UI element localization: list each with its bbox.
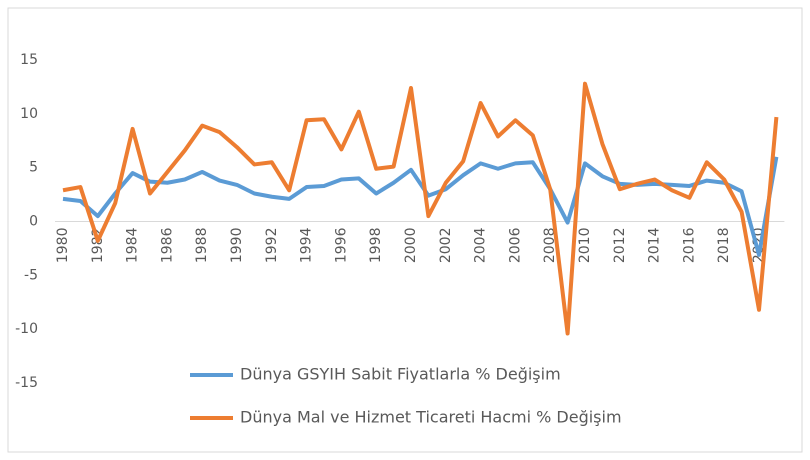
- legend-label: Dünya Mal ve Hizmet Ticareti Hacmi % Değ…: [240, 408, 622, 427]
- x-tick-label: 1990: [229, 228, 245, 264]
- x-tick-label: 2018: [716, 228, 732, 264]
- y-tick-label: -5: [24, 267, 38, 283]
- x-tick-label: 2000: [403, 228, 419, 264]
- series-line: [62, 156, 779, 257]
- x-tick-label: 2010: [577, 228, 593, 264]
- x-tick-label: 1998: [368, 228, 384, 264]
- x-tick-label: 1988: [194, 228, 210, 264]
- x-tick-label: 2016: [681, 227, 697, 263]
- x-tick-label: 1986: [159, 227, 175, 263]
- x-tick-label: 2004: [473, 227, 489, 263]
- series-line: [62, 81, 779, 336]
- y-tick-label: 5: [29, 160, 38, 176]
- y-tick-label: 0: [29, 214, 38, 230]
- x-tick-label: 2014: [647, 227, 663, 263]
- x-tick-label: 1992: [264, 228, 280, 264]
- x-tick-label: 1984: [125, 227, 141, 263]
- legend-label: Dünya GSYIH Sabit Fiyatlarla % Değişim: [240, 365, 561, 384]
- y-tick-label: -15: [15, 375, 38, 391]
- x-tick-label: 1980: [55, 228, 71, 264]
- x-tick-label: 2006: [507, 227, 523, 263]
- x-tick-label: 1994: [299, 227, 315, 263]
- x-tick-label: 2012: [612, 228, 628, 264]
- y-tick-label: 10: [20, 106, 38, 122]
- x-tick-label: 2002: [438, 228, 454, 264]
- x-tick-label: 1996: [333, 227, 349, 263]
- y-tick-label: 15: [20, 52, 38, 68]
- y-tick-label: -10: [15, 321, 38, 337]
- chart-border: [7, 7, 803, 453]
